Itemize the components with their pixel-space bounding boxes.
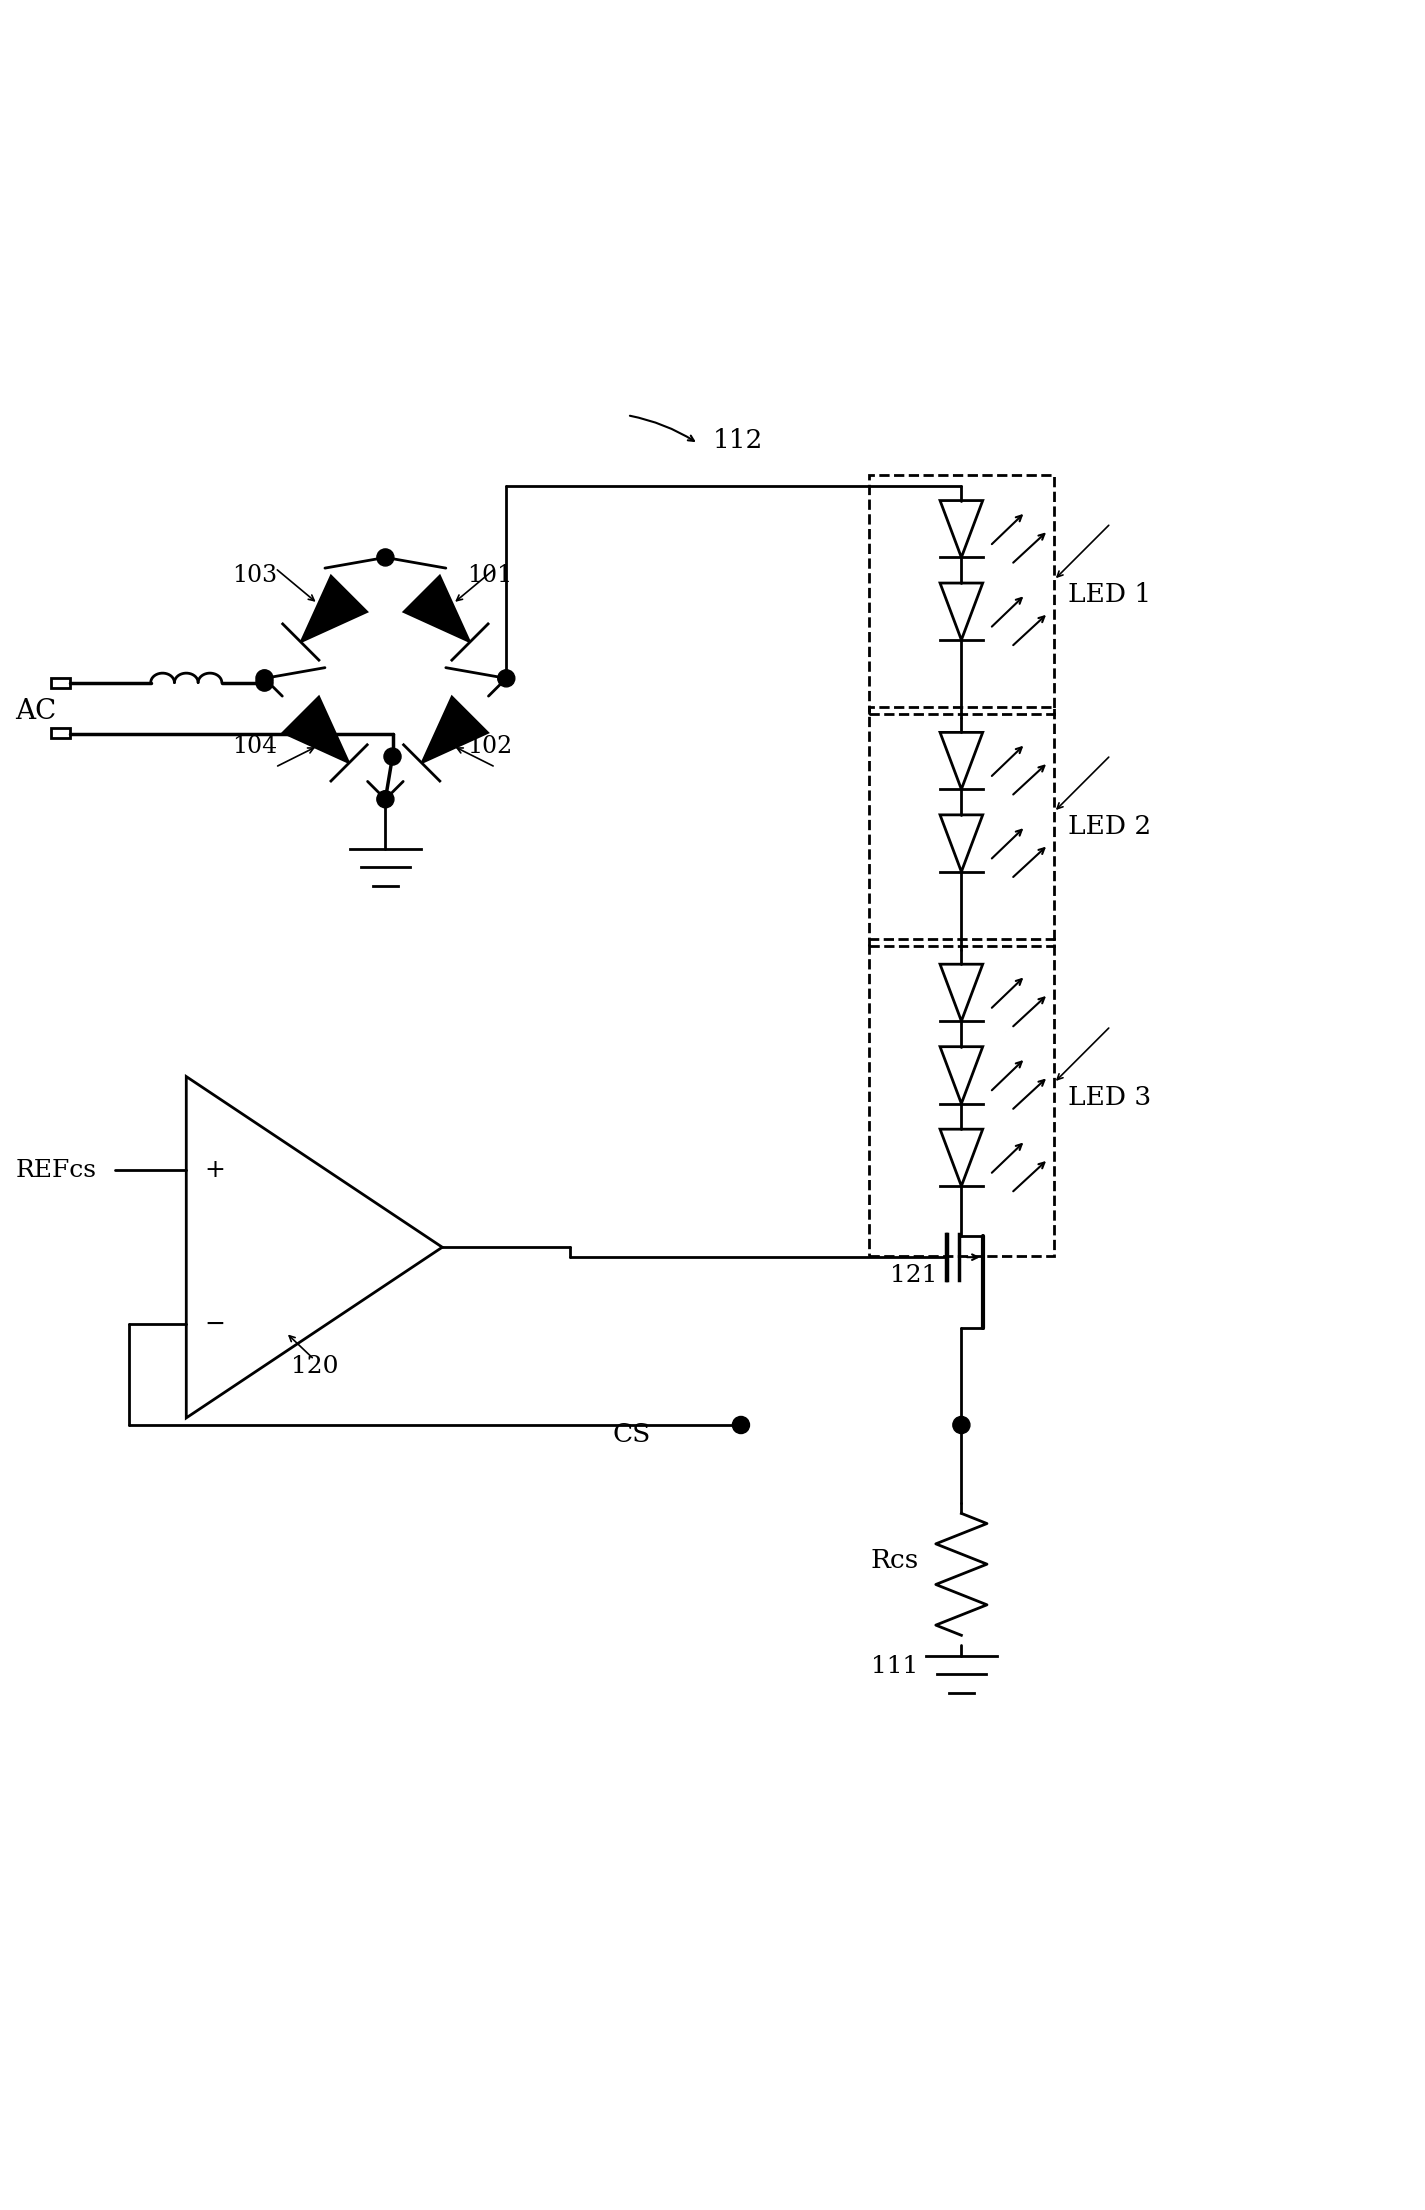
Text: −: −: [204, 1313, 225, 1337]
Text: LED 2: LED 2: [1069, 813, 1151, 840]
Text: 121: 121: [891, 1264, 938, 1286]
Text: Rcs: Rcs: [871, 1547, 919, 1574]
Text: CS: CS: [613, 1423, 651, 1448]
Circle shape: [732, 1417, 750, 1434]
Circle shape: [256, 670, 274, 687]
Bar: [869, 939, 1054, 1255]
Text: 104: 104: [232, 736, 278, 758]
Text: 102: 102: [467, 736, 513, 758]
Text: 120: 120: [291, 1355, 338, 1379]
Circle shape: [953, 1417, 970, 1434]
Bar: [869, 707, 1054, 946]
Text: +: +: [204, 1158, 225, 1182]
Bar: [869, 475, 1054, 714]
Text: AC: AC: [16, 698, 57, 725]
Text: 103: 103: [232, 564, 278, 588]
Circle shape: [383, 747, 400, 765]
Text: 112: 112: [712, 429, 762, 453]
Polygon shape: [282, 696, 349, 762]
Polygon shape: [403, 575, 470, 643]
Text: 101: 101: [467, 564, 513, 588]
Text: REFcs: REFcs: [16, 1158, 97, 1182]
Circle shape: [256, 674, 274, 692]
Circle shape: [376, 791, 393, 809]
Polygon shape: [422, 696, 489, 762]
Circle shape: [497, 670, 514, 687]
Circle shape: [376, 548, 393, 566]
Polygon shape: [301, 575, 368, 643]
Text: LED 3: LED 3: [1069, 1085, 1151, 1109]
Text: LED 1: LED 1: [1069, 581, 1151, 608]
Text: 111: 111: [872, 1655, 919, 1677]
